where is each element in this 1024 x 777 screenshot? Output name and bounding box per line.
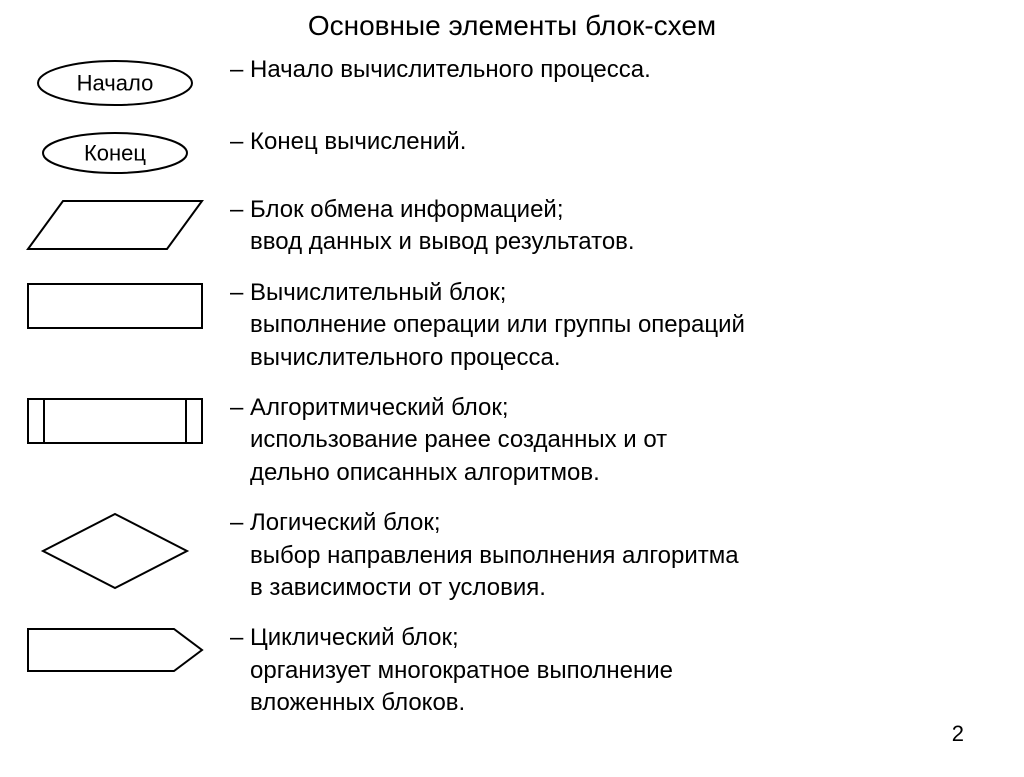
description-line: – Логический блок; bbox=[230, 507, 984, 539]
description-line: организует многократное выполнение bbox=[230, 655, 984, 687]
element-description: – Логический блок; выбор направления вып… bbox=[230, 507, 1024, 604]
description-line: – Блок обмена информацией; bbox=[230, 194, 984, 226]
element-row: – Вычислительный блок; выполнение операц… bbox=[0, 277, 1024, 374]
loop-shape bbox=[0, 622, 230, 674]
element-row: – Блок обмена информацией; ввод данных и… bbox=[0, 194, 1024, 259]
description-line: выбор направления выполнения алгоритма bbox=[230, 540, 984, 572]
description-line: – Конец вычислений. bbox=[230, 126, 984, 158]
element-row: – Алгоритмический блок; использование ра… bbox=[0, 392, 1024, 489]
subroutine-shape bbox=[0, 392, 230, 446]
description-line: – Вычислительный блок; bbox=[230, 277, 984, 309]
description-line: вложенных блоков. bbox=[230, 687, 984, 719]
rectangle-shape bbox=[0, 277, 230, 331]
element-description: – Начало вычислительного процесса. bbox=[230, 54, 1024, 86]
ellipse-shape: Конец bbox=[0, 126, 230, 176]
element-description: – Циклический блок; организует многократ… bbox=[230, 622, 1024, 719]
element-row: Начало – Начало вычислительного процесса. bbox=[0, 54, 1024, 108]
description-line: в зависимости от условия. bbox=[230, 572, 984, 604]
element-description: – Блок обмена информацией; ввод данных и… bbox=[230, 194, 1024, 259]
description-line: выполнение операции или группы операций bbox=[230, 309, 984, 341]
description-line: ввод данных и вывод результатов. bbox=[230, 226, 984, 258]
element-description: – Алгоритмический блок; использование ра… bbox=[230, 392, 1024, 489]
element-description: – Конец вычислений. bbox=[230, 126, 1024, 158]
parallelogram-shape bbox=[0, 194, 230, 252]
description-line: дельно описанных алгоритмов. bbox=[230, 457, 984, 489]
description-line: – Алгоритмический блок; bbox=[230, 392, 984, 424]
description-line: – Циклический блок; bbox=[230, 622, 984, 654]
description-line: – Начало вычислительного процесса. bbox=[230, 54, 984, 86]
elements-list: Начало – Начало вычислительного процесса.… bbox=[0, 54, 1024, 737]
page-title: Основные элементы блок-схем bbox=[0, 10, 1024, 42]
svg-text:Конец: Конец bbox=[84, 141, 146, 166]
element-row: Конец – Конец вычислений. bbox=[0, 126, 1024, 176]
svg-text:Начало: Начало bbox=[77, 71, 154, 96]
diamond-shape bbox=[0, 507, 230, 591]
page-number: 2 bbox=[952, 721, 964, 747]
element-row: – Циклический блок; организует многократ… bbox=[0, 622, 1024, 719]
element-row: – Логический блок; выбор направления вып… bbox=[0, 507, 1024, 604]
element-description: – Вычислительный блок; выполнение операц… bbox=[230, 277, 1024, 374]
description-line: использование ранее созданных и от bbox=[230, 424, 984, 456]
ellipse-shape: Начало bbox=[0, 54, 230, 108]
description-line: вычислительного процесса. bbox=[230, 342, 984, 374]
